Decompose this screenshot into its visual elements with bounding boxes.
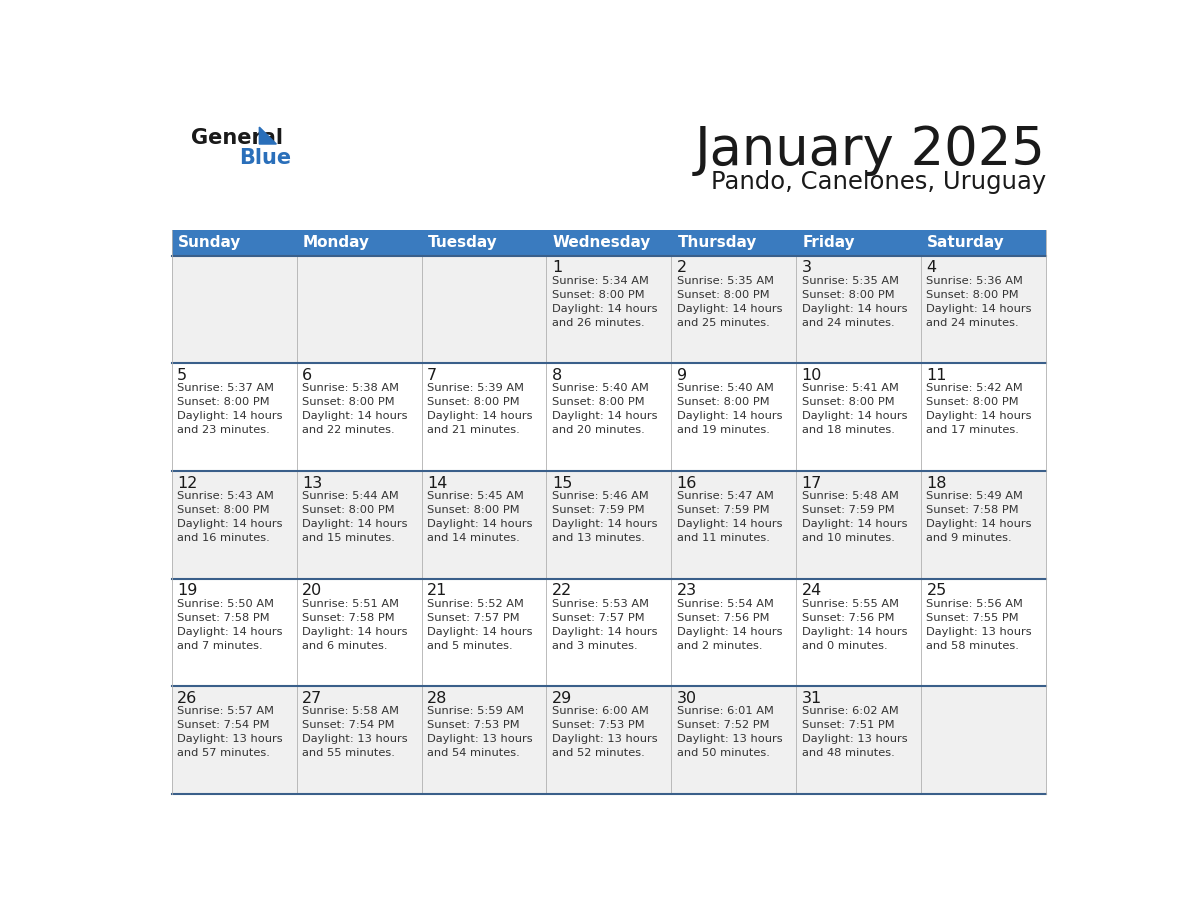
Text: Tuesday: Tuesday — [428, 235, 498, 250]
Text: Sunrise: 5:59 AM
Sunset: 7:53 PM
Daylight: 13 hours
and 54 minutes.: Sunrise: 5:59 AM Sunset: 7:53 PM Dayligh… — [426, 706, 532, 758]
Text: Friday: Friday — [802, 235, 855, 250]
Text: Sunrise: 5:54 AM
Sunset: 7:56 PM
Daylight: 14 hours
and 2 minutes.: Sunrise: 5:54 AM Sunset: 7:56 PM Dayligh… — [677, 599, 782, 651]
Text: Saturday: Saturday — [928, 235, 1005, 250]
Text: Sunrise: 5:46 AM
Sunset: 7:59 PM
Daylight: 14 hours
and 13 minutes.: Sunrise: 5:46 AM Sunset: 7:59 PM Dayligh… — [552, 491, 657, 543]
Text: 18: 18 — [927, 476, 947, 490]
Text: Blue: Blue — [239, 148, 291, 168]
Text: 28: 28 — [426, 691, 448, 706]
Text: Wednesday: Wednesday — [552, 235, 651, 250]
Text: Sunrise: 5:50 AM
Sunset: 7:58 PM
Daylight: 14 hours
and 7 minutes.: Sunrise: 5:50 AM Sunset: 7:58 PM Dayligh… — [177, 599, 283, 651]
Bar — [172, 256, 1045, 364]
Text: 6: 6 — [302, 368, 312, 383]
Text: Sunrise: 5:56 AM
Sunset: 7:55 PM
Daylight: 13 hours
and 58 minutes.: Sunrise: 5:56 AM Sunset: 7:55 PM Dayligh… — [927, 599, 1032, 651]
Text: 9: 9 — [677, 368, 687, 383]
Text: Sunrise: 5:55 AM
Sunset: 7:56 PM
Daylight: 14 hours
and 0 minutes.: Sunrise: 5:55 AM Sunset: 7:56 PM Dayligh… — [802, 599, 908, 651]
Text: 5: 5 — [177, 368, 188, 383]
Text: 19: 19 — [177, 583, 197, 599]
Text: Sunrise: 5:44 AM
Sunset: 8:00 PM
Daylight: 14 hours
and 15 minutes.: Sunrise: 5:44 AM Sunset: 8:00 PM Dayligh… — [302, 491, 407, 543]
Text: Sunrise: 5:45 AM
Sunset: 8:00 PM
Daylight: 14 hours
and 14 minutes.: Sunrise: 5:45 AM Sunset: 8:00 PM Dayligh… — [426, 491, 532, 543]
Text: Sunrise: 5:51 AM
Sunset: 7:58 PM
Daylight: 14 hours
and 6 minutes.: Sunrise: 5:51 AM Sunset: 7:58 PM Dayligh… — [302, 599, 407, 651]
Text: Sunrise: 5:35 AM
Sunset: 8:00 PM
Daylight: 14 hours
and 25 minutes.: Sunrise: 5:35 AM Sunset: 8:00 PM Dayligh… — [677, 275, 782, 328]
Text: Sunrise: 5:41 AM
Sunset: 8:00 PM
Daylight: 14 hours
and 18 minutes.: Sunrise: 5:41 AM Sunset: 8:00 PM Dayligh… — [802, 384, 908, 435]
Text: 11: 11 — [927, 368, 947, 383]
Text: 7: 7 — [426, 368, 437, 383]
Text: Sunrise: 5:40 AM
Sunset: 8:00 PM
Daylight: 14 hours
and 19 minutes.: Sunrise: 5:40 AM Sunset: 8:00 PM Dayligh… — [677, 384, 782, 435]
Bar — [172, 578, 1045, 687]
Text: 27: 27 — [302, 691, 322, 706]
Bar — [172, 471, 1045, 578]
Text: Sunrise: 5:39 AM
Sunset: 8:00 PM
Daylight: 14 hours
and 21 minutes.: Sunrise: 5:39 AM Sunset: 8:00 PM Dayligh… — [426, 384, 532, 435]
Text: 3: 3 — [802, 261, 811, 275]
Text: 20: 20 — [302, 583, 322, 599]
Text: Sunrise: 5:42 AM
Sunset: 8:00 PM
Daylight: 14 hours
and 17 minutes.: Sunrise: 5:42 AM Sunset: 8:00 PM Dayligh… — [927, 384, 1032, 435]
Text: 24: 24 — [802, 583, 822, 599]
Text: Sunrise: 5:37 AM
Sunset: 8:00 PM
Daylight: 14 hours
and 23 minutes.: Sunrise: 5:37 AM Sunset: 8:00 PM Dayligh… — [177, 384, 283, 435]
Text: 12: 12 — [177, 476, 197, 490]
Text: Sunrise: 5:57 AM
Sunset: 7:54 PM
Daylight: 13 hours
and 57 minutes.: Sunrise: 5:57 AM Sunset: 7:54 PM Dayligh… — [177, 706, 283, 758]
Text: Sunrise: 6:02 AM
Sunset: 7:51 PM
Daylight: 13 hours
and 48 minutes.: Sunrise: 6:02 AM Sunset: 7:51 PM Dayligh… — [802, 706, 908, 758]
Text: Sunrise: 5:53 AM
Sunset: 7:57 PM
Daylight: 14 hours
and 3 minutes.: Sunrise: 5:53 AM Sunset: 7:57 PM Dayligh… — [552, 599, 657, 651]
Text: 23: 23 — [677, 583, 697, 599]
Bar — [172, 230, 1045, 256]
Text: Sunrise: 5:58 AM
Sunset: 7:54 PM
Daylight: 13 hours
and 55 minutes.: Sunrise: 5:58 AM Sunset: 7:54 PM Dayligh… — [302, 706, 407, 758]
Polygon shape — [259, 127, 277, 144]
Text: Sunrise: 5:52 AM
Sunset: 7:57 PM
Daylight: 14 hours
and 5 minutes.: Sunrise: 5:52 AM Sunset: 7:57 PM Dayligh… — [426, 599, 532, 651]
Text: 16: 16 — [677, 476, 697, 490]
Text: Sunrise: 6:00 AM
Sunset: 7:53 PM
Daylight: 13 hours
and 52 minutes.: Sunrise: 6:00 AM Sunset: 7:53 PM Dayligh… — [552, 706, 657, 758]
Text: Sunrise: 5:35 AM
Sunset: 8:00 PM
Daylight: 14 hours
and 24 minutes.: Sunrise: 5:35 AM Sunset: 8:00 PM Dayligh… — [802, 275, 908, 328]
Text: 17: 17 — [802, 476, 822, 490]
Text: 31: 31 — [802, 691, 822, 706]
Text: 26: 26 — [177, 691, 197, 706]
Text: Sunrise: 5:36 AM
Sunset: 8:00 PM
Daylight: 14 hours
and 24 minutes.: Sunrise: 5:36 AM Sunset: 8:00 PM Dayligh… — [927, 275, 1032, 328]
Text: Sunrise: 5:38 AM
Sunset: 8:00 PM
Daylight: 14 hours
and 22 minutes.: Sunrise: 5:38 AM Sunset: 8:00 PM Dayligh… — [302, 384, 407, 435]
Text: Sunrise: 5:49 AM
Sunset: 7:58 PM
Daylight: 14 hours
and 9 minutes.: Sunrise: 5:49 AM Sunset: 7:58 PM Dayligh… — [927, 491, 1032, 543]
Text: 10: 10 — [802, 368, 822, 383]
Text: Pando, Canelones, Uruguay: Pando, Canelones, Uruguay — [710, 170, 1045, 195]
Text: Sunrise: 5:34 AM
Sunset: 8:00 PM
Daylight: 14 hours
and 26 minutes.: Sunrise: 5:34 AM Sunset: 8:00 PM Dayligh… — [552, 275, 657, 328]
Text: 21: 21 — [426, 583, 448, 599]
Text: 29: 29 — [552, 691, 573, 706]
Text: Monday: Monday — [303, 235, 369, 250]
Text: Sunrise: 5:43 AM
Sunset: 8:00 PM
Daylight: 14 hours
and 16 minutes.: Sunrise: 5:43 AM Sunset: 8:00 PM Dayligh… — [177, 491, 283, 543]
Text: 1: 1 — [552, 261, 562, 275]
Text: Sunday: Sunday — [178, 235, 241, 250]
Text: 13: 13 — [302, 476, 322, 490]
Text: January 2025: January 2025 — [695, 124, 1045, 176]
Text: Sunrise: 5:48 AM
Sunset: 7:59 PM
Daylight: 14 hours
and 10 minutes.: Sunrise: 5:48 AM Sunset: 7:59 PM Dayligh… — [802, 491, 908, 543]
Text: 2: 2 — [677, 261, 687, 275]
Bar — [172, 687, 1045, 794]
Text: 8: 8 — [552, 368, 562, 383]
Bar — [172, 364, 1045, 471]
Text: 14: 14 — [426, 476, 448, 490]
Text: Thursday: Thursday — [677, 235, 757, 250]
Text: Sunrise: 5:47 AM
Sunset: 7:59 PM
Daylight: 14 hours
and 11 minutes.: Sunrise: 5:47 AM Sunset: 7:59 PM Dayligh… — [677, 491, 782, 543]
Text: 22: 22 — [552, 583, 573, 599]
Text: 25: 25 — [927, 583, 947, 599]
Text: 4: 4 — [927, 261, 936, 275]
Text: 15: 15 — [552, 476, 573, 490]
Text: General: General — [191, 128, 283, 148]
Text: Sunrise: 5:40 AM
Sunset: 8:00 PM
Daylight: 14 hours
and 20 minutes.: Sunrise: 5:40 AM Sunset: 8:00 PM Dayligh… — [552, 384, 657, 435]
Text: Sunrise: 6:01 AM
Sunset: 7:52 PM
Daylight: 13 hours
and 50 minutes.: Sunrise: 6:01 AM Sunset: 7:52 PM Dayligh… — [677, 706, 783, 758]
Text: 30: 30 — [677, 691, 697, 706]
